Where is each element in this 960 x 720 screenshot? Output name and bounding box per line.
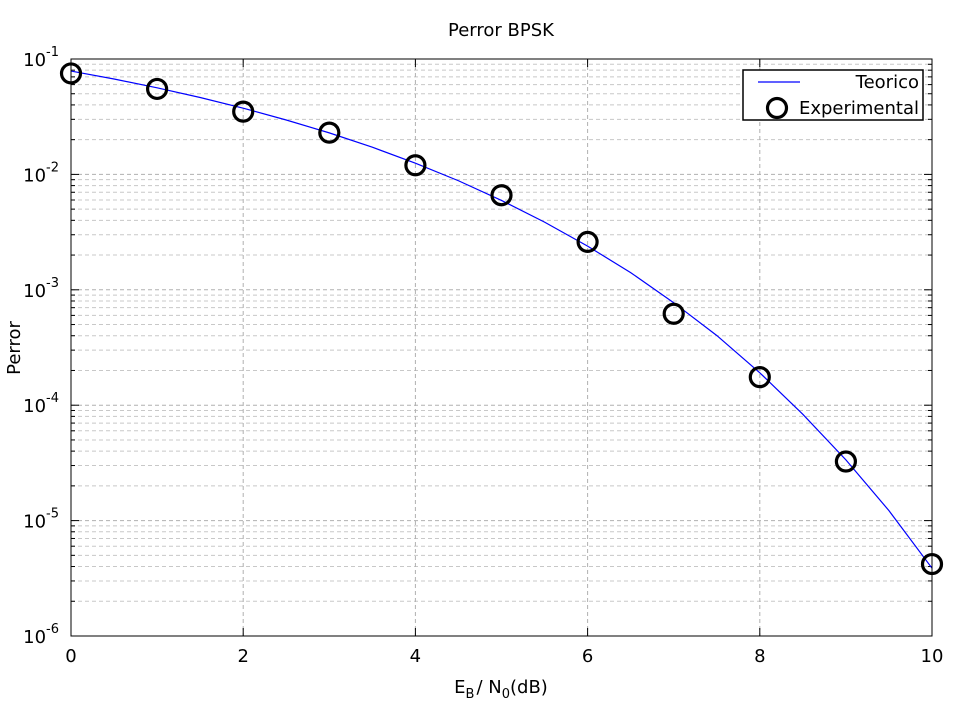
y-axis-label: Perror bbox=[4, 321, 25, 375]
y-tick-label: 10-1 bbox=[23, 45, 59, 71]
x-tick-label: 8 bbox=[754, 646, 765, 667]
legend-marker-swatch bbox=[765, 96, 789, 120]
legend-label: Experimental bbox=[799, 98, 919, 119]
legend-box bbox=[742, 69, 924, 121]
plot-frame bbox=[70, 58, 933, 637]
x-tick-label: 2 bbox=[237, 646, 248, 667]
series-line-teorico bbox=[70, 70, 933, 569]
data-point-experimental bbox=[232, 100, 255, 123]
data-point-experimental bbox=[576, 230, 599, 254]
y-tick-label: 10-3 bbox=[23, 276, 59, 302]
x-axis-label: EB / N0(dB) bbox=[454, 677, 548, 702]
data-point-experimental bbox=[404, 154, 427, 177]
legend: Teorico Experimental bbox=[742, 69, 924, 121]
x-tick-label: 10 bbox=[921, 646, 944, 667]
ticks: 10-6 10-5 10-4 10-3 10-2 10-1 0 2 4 6 8 10 bbox=[23, 45, 943, 667]
y-tick-label: 10-6 bbox=[23, 622, 59, 648]
legend-label: Teorico bbox=[855, 72, 919, 93]
data-point-experimental bbox=[318, 121, 341, 144]
data-point-experimental bbox=[662, 302, 685, 325]
data-point-experimental bbox=[490, 184, 513, 207]
y-tick-label: 10-4 bbox=[23, 391, 59, 417]
series-layer bbox=[59, 62, 944, 576]
data-point-experimental bbox=[146, 77, 169, 101]
x-tick-label: 0 bbox=[65, 646, 76, 667]
data-point-experimental bbox=[834, 450, 858, 473]
x-tick-label: 4 bbox=[410, 646, 421, 667]
data-point-experimental bbox=[748, 366, 771, 389]
chart-title: Perror BPSK bbox=[448, 20, 555, 41]
y-tick-label: 10-5 bbox=[23, 507, 59, 533]
y-tick-label: 10-2 bbox=[23, 160, 59, 186]
x-tick-label: 6 bbox=[582, 646, 593, 667]
